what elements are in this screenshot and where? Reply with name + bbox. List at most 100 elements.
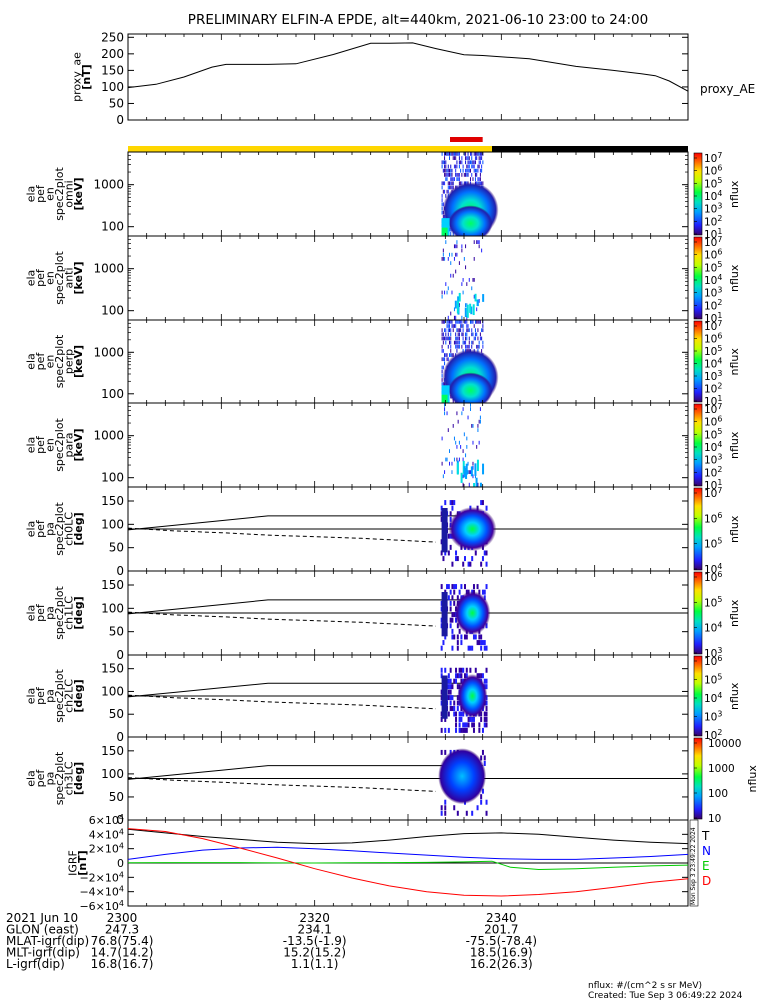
y-label-line: [nT] <box>76 850 89 875</box>
flux-cell <box>465 810 468 816</box>
flux-cell <box>442 215 444 219</box>
flux-cell <box>474 667 477 673</box>
flux-cell <box>454 300 457 309</box>
flux-cell <box>465 265 467 270</box>
flux-cell <box>460 667 463 673</box>
flux-cell <box>478 299 480 303</box>
flux-cell <box>476 152 478 156</box>
flux-cell <box>446 357 448 362</box>
flux-cell <box>471 320 473 324</box>
y-label-line: pa <box>43 522 56 536</box>
flux-cell <box>455 716 458 722</box>
flux-cell <box>458 589 461 595</box>
flux-cell <box>481 556 484 562</box>
colorbar-tick-label: 106 <box>704 570 722 584</box>
y-label-line: spec2plot <box>53 586 66 640</box>
flux-cell <box>474 293 477 302</box>
flux-cell <box>445 328 447 333</box>
flux-cell <box>482 181 484 186</box>
flux-cell <box>452 181 454 186</box>
flux-cell <box>451 168 453 173</box>
y-label-line: ela <box>24 353 37 370</box>
flux-cell <box>466 156 468 160</box>
flux-cell <box>457 152 459 156</box>
flux-cell <box>465 634 468 640</box>
flux-cell <box>441 357 443 362</box>
flux-cell <box>476 445 478 449</box>
proxy-ae-series-label: proxy_AE <box>700 82 755 96</box>
flux-cell <box>477 328 479 333</box>
flux-cell <box>483 722 486 728</box>
flux-cell <box>445 332 447 337</box>
flux-cell <box>462 407 464 411</box>
flux-cell <box>466 344 468 349</box>
spec-panel-4: 1001000elapefenspec2plotpara[keV]1071061… <box>24 402 741 492</box>
flux-cell <box>465 173 467 177</box>
flux-cell <box>471 340 473 345</box>
flux-cell <box>461 173 463 177</box>
igrf-series-lines <box>127 828 689 897</box>
flux-cell <box>460 711 463 717</box>
flux-cell <box>458 160 460 165</box>
y-tick-label: 0 <box>116 730 124 744</box>
igrf-legend-E: E <box>702 859 710 873</box>
flux-cell <box>483 589 486 595</box>
flux-cell <box>465 340 467 345</box>
flux-cell <box>479 168 481 173</box>
flux-cell <box>465 344 467 349</box>
flux-cell <box>447 173 449 177</box>
flux-cell <box>442 320 444 324</box>
flux-cell <box>474 156 476 160</box>
flux-cell <box>451 461 453 466</box>
flux-cell <box>474 336 476 341</box>
flux-cell <box>447 164 449 169</box>
flux-cell <box>475 477 478 487</box>
flux-cell <box>469 645 472 651</box>
flux-cell <box>472 340 474 345</box>
flux-cell <box>476 584 479 590</box>
flux-cell <box>477 320 479 324</box>
flux-edge <box>441 385 450 403</box>
flux-cell <box>451 290 453 295</box>
flux-cell <box>462 278 464 282</box>
flux-cell <box>444 749 447 755</box>
status-bar-yellow <box>128 146 492 152</box>
flux-cell <box>483 640 486 646</box>
footer-value: 2340 <box>486 911 517 925</box>
flux-cell <box>471 173 473 177</box>
flux-cell <box>441 328 443 333</box>
colorbar-unit: nflux <box>728 348 741 376</box>
colorbar-tick-label: 106 <box>704 511 722 525</box>
flux-cell <box>444 667 447 673</box>
footer-value: 2320 <box>299 911 330 925</box>
flux-cell <box>478 634 481 640</box>
flux-cell <box>464 722 466 728</box>
flux-cell <box>464 584 466 590</box>
colorbar-tick-label: 105 <box>704 344 722 358</box>
flux-cell <box>446 320 448 324</box>
proxy-ae-line <box>127 42 689 92</box>
flux-cell <box>482 294 485 302</box>
flux-cell <box>480 561 483 567</box>
flux-cell <box>466 328 468 333</box>
ae-y-tick-label: 100 <box>101 80 124 94</box>
flux-cell <box>449 678 452 684</box>
colorbar-tick-label: 105 <box>704 260 722 274</box>
igrf-y-tick-label: 6×104 <box>89 813 124 827</box>
flux-cell <box>453 315 455 320</box>
flux-cell <box>451 612 454 618</box>
y-label-line: ch1LC <box>62 596 75 630</box>
flux-cell <box>450 164 452 169</box>
flux-cell <box>452 185 454 190</box>
igrf-y-tick-label: −4×104 <box>79 885 124 899</box>
flux-cell <box>442 357 444 362</box>
flux-cell <box>479 173 481 177</box>
y-tick-label: 100 <box>101 304 124 318</box>
flux-cell <box>452 273 454 278</box>
flux-cell <box>444 810 447 816</box>
flux-cell <box>456 595 459 601</box>
y-tick-label: 50 <box>109 790 124 804</box>
flux-cell <box>447 673 450 679</box>
